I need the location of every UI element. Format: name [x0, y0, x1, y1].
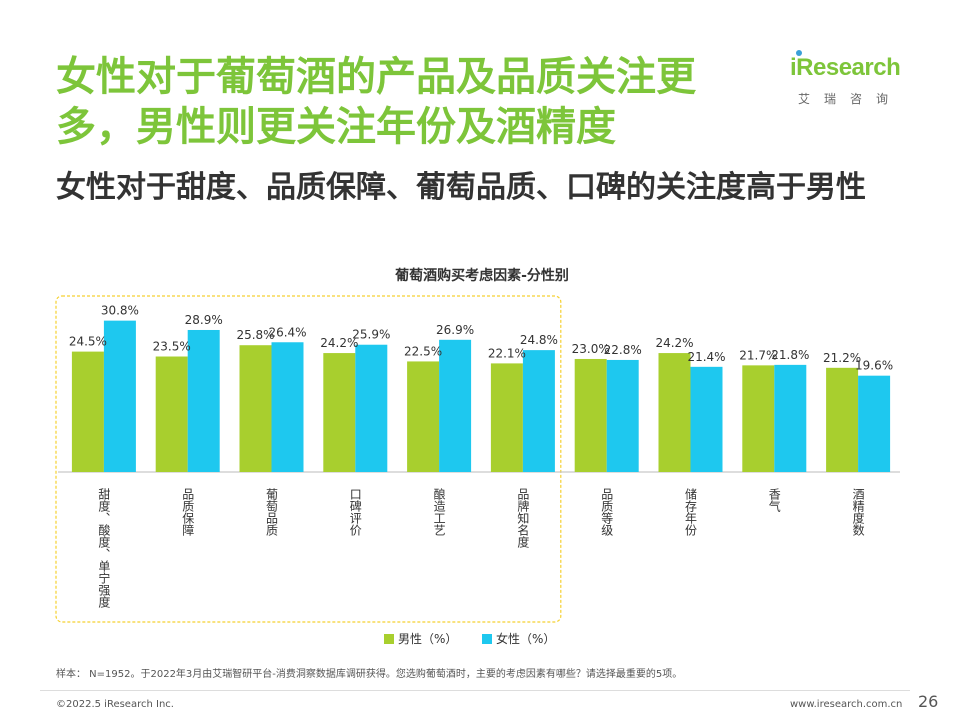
- data-label-female: 21.4%: [687, 350, 725, 364]
- category-label: 口碑评价: [348, 488, 362, 536]
- bar-female: [355, 344, 388, 472]
- page-number: 26: [918, 692, 939, 711]
- data-label-male: 24.2%: [655, 336, 693, 350]
- bar-male: [490, 363, 523, 472]
- footer-divider: [40, 690, 910, 691]
- highlight-box: [55, 295, 562, 623]
- bar-chart: 葡萄酒购买考虑因素-分性别 24.5%30.8%23.5%28.9%25.8%2…: [55, 267, 900, 646]
- category-label: 香气: [767, 488, 781, 512]
- bar-male: [574, 358, 607, 472]
- bar-male: [323, 353, 356, 472]
- logo-cn: 艾瑞咨询: [798, 92, 903, 106]
- iresearch-logo: iResearch 艾瑞咨询: [790, 50, 920, 110]
- bar-female: [774, 364, 807, 472]
- page-subtitle: 女性对于甜度、品质保障、葡萄品质、口碑的关注度高于男性: [56, 170, 866, 205]
- legend-label-female: 女性（%）: [496, 631, 555, 646]
- data-label-female: 28.9%: [185, 313, 223, 327]
- bar-male: [826, 367, 859, 472]
- category-label: 葡萄品质: [265, 488, 279, 536]
- bar-female: [187, 329, 220, 472]
- bar-male: [407, 361, 440, 472]
- bar-male: [239, 345, 272, 472]
- data-label-female: 26.9%: [436, 323, 474, 337]
- data-label-male: 21.2%: [823, 351, 861, 365]
- chart-title: 葡萄酒购买考虑因素-分性别: [394, 267, 569, 284]
- bar-female: [271, 342, 304, 472]
- bar-female: [522, 350, 555, 472]
- footnote: 样本： N=1952。于2022年3月由艾瑞智研平台-消费洞察数据库调研获得。您…: [56, 669, 683, 680]
- bar-female: [606, 359, 639, 472]
- bar-female: [439, 339, 472, 472]
- website-link[interactable]: www.iresearch.com.cn: [790, 699, 903, 710]
- page-title: 女性对于葡萄酒的产品及品质关注更多，男性则更关注年份及酒精度: [56, 54, 696, 150]
- logo-dot-icon: [796, 50, 802, 56]
- bar-male: [742, 365, 775, 472]
- bar-male: [658, 353, 691, 472]
- bar-female: [690, 366, 723, 472]
- category-label: 储存年份: [684, 487, 698, 536]
- data-label-female: 19.6%: [855, 359, 893, 373]
- legend-swatch-female: [482, 634, 492, 644]
- bar-female: [103, 320, 136, 472]
- data-label-male: 23.5%: [153, 340, 191, 354]
- data-label-male: 23.0%: [572, 342, 610, 356]
- data-label-male: 22.1%: [488, 346, 526, 360]
- copyright: ©2022.5 iResearch Inc.: [56, 699, 174, 710]
- data-label-female: 30.8%: [101, 304, 139, 318]
- category-label: 品牌知名度: [516, 488, 530, 548]
- category-label: 酒精度数: [851, 488, 865, 537]
- logo-brand: iResearch: [790, 54, 901, 81]
- data-label-male: 25.8%: [236, 328, 274, 342]
- category-label: 品质等级: [600, 488, 614, 536]
- bar-male: [71, 351, 104, 472]
- bar-male: [155, 356, 188, 472]
- data-label-female: 22.8%: [604, 343, 642, 357]
- data-label-male: 21.7%: [739, 348, 777, 362]
- data-label-female: 21.8%: [771, 348, 809, 362]
- legend: 男性（%） 女性（%）: [384, 631, 555, 646]
- category-label: 品质保障: [181, 488, 195, 536]
- data-label-male: 24.5%: [69, 335, 107, 349]
- data-label-female: 26.4%: [268, 325, 306, 339]
- category-label: 甜度、酸度、单宁强度: [97, 488, 111, 608]
- category-label: 酿造工艺: [432, 487, 446, 536]
- data-label-female: 25.9%: [352, 328, 390, 342]
- data-label-male: 22.5%: [404, 344, 442, 358]
- data-label-male: 24.2%: [320, 336, 358, 350]
- bar-female: [858, 375, 891, 472]
- data-label-female: 24.8%: [520, 333, 558, 347]
- legend-label-male: 男性（%）: [398, 632, 457, 646]
- legend-swatch-male: [384, 634, 394, 644]
